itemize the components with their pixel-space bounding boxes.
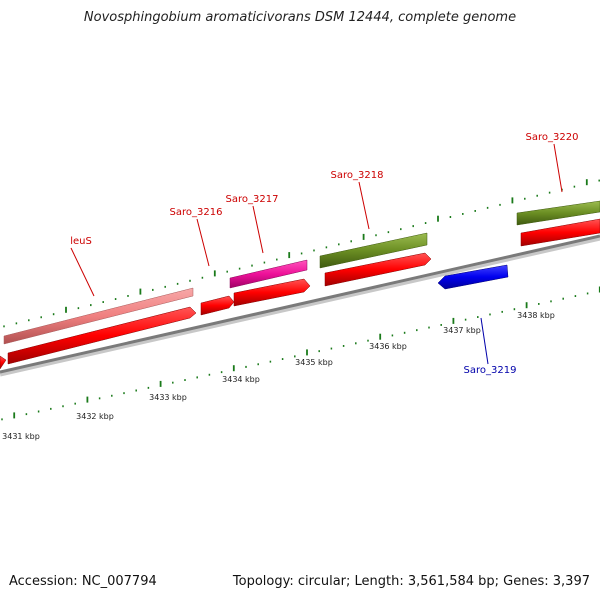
map-title: Novosphingobium aromaticivorans DSM 1244… <box>83 10 517 25</box>
gene-bar-saro-3218[interactable] <box>319 232 428 269</box>
gene-label-saro-3219: Saro_3219 <box>464 365 517 376</box>
scale-label-3433: 3433 kbp <box>149 393 187 402</box>
gene-label-saro-3217: Saro_3217 <box>226 194 279 205</box>
cds-arrow-saro-3216[interactable] <box>200 295 235 316</box>
scale-label-3436: 3436 kbp <box>369 342 407 351</box>
scale-label-3431: 3431 kbp <box>2 432 40 441</box>
gene-bar-saro-3220[interactable] <box>516 200 600 226</box>
leader-line-saro-3217 <box>252 205 264 254</box>
gene-label-saro-3216: Saro_3216 <box>170 207 223 218</box>
cds-arrow-saro-3219[interactable] <box>437 264 509 290</box>
scale-label-3435: 3435 kbp <box>295 358 333 367</box>
cds-arrow-prev[interactable] <box>0 355 7 370</box>
scale-label-3438: 3438 kbp <box>517 311 555 320</box>
cds-arrow-leuS[interactable] <box>7 306 197 365</box>
cds-arrow-saro-3217[interactable] <box>233 278 311 307</box>
scale-label-3437: 3437 kbp <box>443 326 481 335</box>
gene-label-saro-3218: Saro_3218 <box>331 170 384 181</box>
accession-label: Accession: NC_007794 <box>9 574 157 589</box>
genome-summary: Topology: circular; Length: 3,561,584 bp… <box>232 574 590 589</box>
leader-line-leuS <box>70 247 95 297</box>
leader-line-saro-3218 <box>358 181 370 230</box>
gene-bar-saro-3217[interactable] <box>229 259 308 289</box>
leader-line-saro-3216 <box>196 218 210 267</box>
backbone-line <box>0 234 600 374</box>
cds-arrow-saro-3218[interactable] <box>324 252 432 287</box>
scale-label-3432: 3432 kbp <box>76 412 114 421</box>
cds-arrow-saro-3220[interactable] <box>520 218 600 247</box>
leader-line-saro-3220 <box>553 143 563 193</box>
scale-label-3434: 3434 kbp <box>222 375 260 384</box>
gene-label-saro-3220: Saro_3220 <box>526 132 579 143</box>
gene-label-leuS: leuS <box>70 236 92 247</box>
gene-bar-leuS[interactable] <box>3 287 194 345</box>
leader-line-saro-3219 <box>480 317 489 365</box>
backbone-shadow <box>0 235 600 377</box>
